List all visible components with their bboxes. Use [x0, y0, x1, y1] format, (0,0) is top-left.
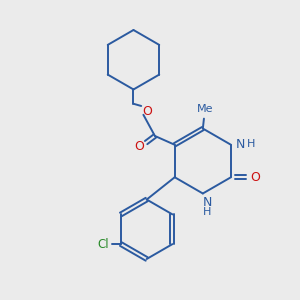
Text: Cl: Cl — [98, 238, 109, 250]
Text: O: O — [250, 171, 260, 184]
Text: N: N — [202, 196, 212, 209]
Text: O: O — [135, 140, 144, 154]
Text: N: N — [236, 138, 246, 151]
Text: O: O — [142, 105, 152, 118]
Text: H: H — [247, 139, 255, 149]
Text: Me: Me — [197, 104, 213, 114]
Text: H: H — [203, 207, 212, 217]
